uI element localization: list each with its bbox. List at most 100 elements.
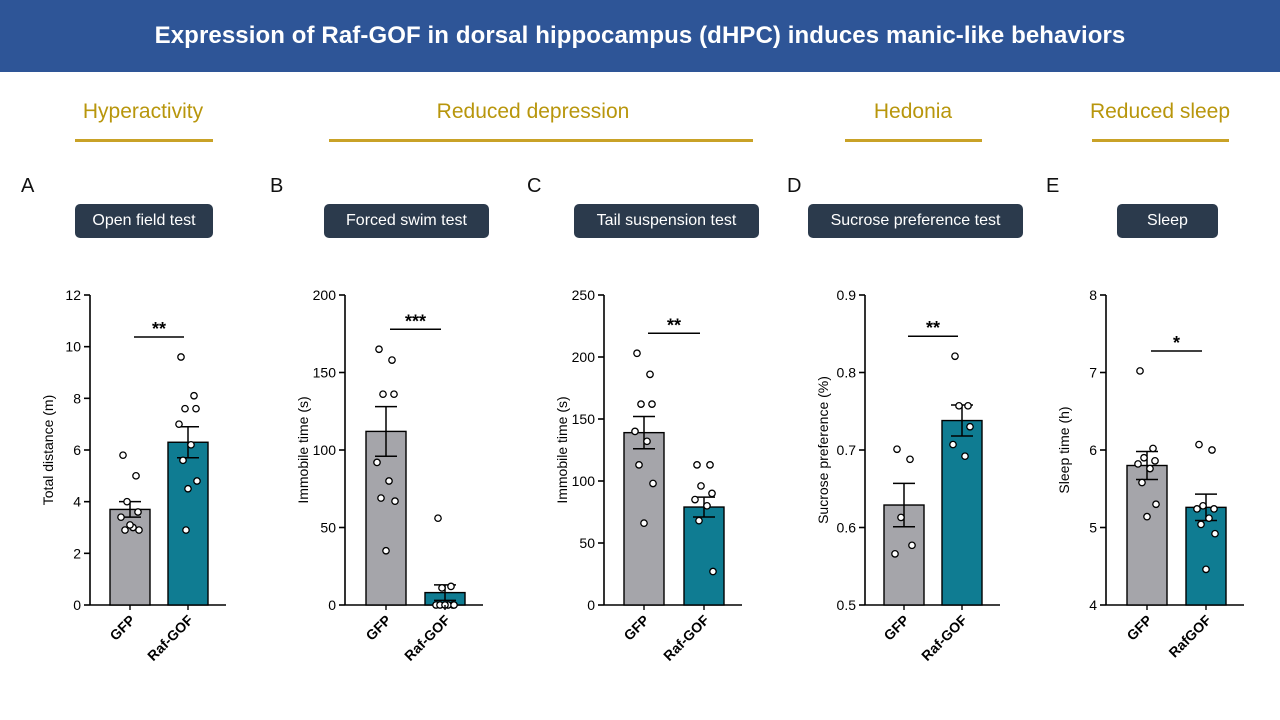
chart1-y-tick-label: 10	[65, 339, 81, 355]
panel-letter-e: E	[1046, 175, 1060, 197]
chart1-y-tick-label: 12	[65, 287, 81, 303]
chart5-y-tick-label: 6	[1089, 442, 1097, 458]
test-badge-open-field: Open field test	[75, 204, 213, 238]
chart1-y-axis-label: Total distance (m)	[40, 395, 56, 505]
chart3-bar-2	[683, 506, 725, 606]
chart4-x-tick-label-2: Raf-GOF	[918, 611, 970, 663]
chart4-y-tick-label: 0.7	[837, 442, 857, 458]
chart2-data-point	[391, 497, 399, 505]
category-hedonia: Hedonia	[873, 100, 953, 123]
chart1-data-point	[187, 440, 195, 449]
chart5-x-tick-label-2: RafGOF	[1165, 611, 1214, 660]
chart5-data-point	[1134, 460, 1142, 468]
chart4-y-tick-label: 0.9	[837, 287, 857, 303]
chart3-x-tick-label-2: Raf-GOF	[660, 611, 712, 663]
chart4-significance-label: **	[926, 318, 940, 338]
chart3-data-point	[633, 349, 641, 358]
chart4-y-tick-label: 0.8	[837, 365, 857, 381]
chart2-data-point	[450, 601, 458, 609]
chart3-data-point	[697, 482, 705, 490]
chart1-data-point	[119, 451, 127, 460]
test-badge-sleep: Sleep	[1117, 204, 1218, 238]
chart5-data-point	[1211, 529, 1219, 538]
chart1-x-tick-label-1: GFP	[106, 612, 138, 644]
chart1-data-point	[135, 526, 143, 534]
chart4-data-point	[891, 549, 899, 558]
chart3-data-point	[640, 519, 648, 528]
chart1-data-point	[117, 513, 125, 522]
panel-letter-b: B	[270, 175, 284, 197]
chart3-significance-label: **	[667, 315, 681, 335]
chart3-y-tick-label: 100	[572, 473, 596, 489]
chart3-data-point	[709, 567, 717, 576]
chart5-x-tick-label-1: GFP	[1123, 612, 1155, 644]
chart3-y-tick-label: 200	[572, 349, 596, 365]
category-hyperactivity: Hyperactivity	[82, 100, 204, 123]
test-badge-forced-swim: Forced swim test	[324, 204, 489, 238]
category-underline-hyperactivity	[75, 139, 213, 142]
chart2-data-point	[385, 477, 393, 485]
chart3-x-tick-label-1: GFP	[620, 612, 652, 644]
chart5-data-point	[1195, 440, 1203, 449]
chart3-data-point	[631, 427, 639, 436]
chart5-data-point	[1138, 478, 1146, 487]
chart3-data-point	[708, 489, 716, 498]
panel-letter-c: C	[527, 175, 542, 197]
chart5-data-point	[1210, 505, 1218, 513]
chart4-data-point	[906, 455, 914, 464]
chart5-data-point	[1205, 514, 1213, 523]
chart5-data-point	[1199, 501, 1207, 510]
chart1-data-point	[121, 526, 129, 534]
chart2-data-point	[379, 390, 387, 399]
chart4-data-point	[897, 513, 905, 522]
category-underline-reduced-sleep	[1092, 139, 1229, 142]
chart2-data-point	[434, 514, 442, 523]
chart5-y-tick-label: 7	[1089, 365, 1097, 381]
chart4-data-point	[951, 352, 959, 361]
chart3-data-point	[691, 495, 699, 504]
chart2-x-tick-label-2: Raf-GOF	[401, 611, 453, 663]
chart5-data-point	[1208, 446, 1216, 454]
chart1-y-tick-label: 6	[73, 442, 81, 458]
chart2-data-point	[438, 584, 446, 592]
chart1-data-point	[181, 404, 189, 413]
chart4-y-axis-label: Sucrose preference (%)	[815, 376, 831, 524]
chart3-bar-1	[623, 431, 665, 606]
chart4-y-tick-label: 0.6	[837, 520, 857, 536]
chart2-x-tick-label-1: GFP	[362, 612, 394, 644]
chart5-data-point	[1136, 367, 1144, 375]
chart5-y-axis-label: Sleep time (h)	[1056, 406, 1072, 493]
chart3-y-tick-label: 50	[579, 535, 595, 551]
chart4-data-point	[961, 452, 969, 461]
chart4-data-point	[908, 541, 916, 550]
chart5-data-point	[1197, 520, 1205, 529]
chart1-data-point	[132, 471, 140, 480]
chart1-y-tick-label: 4	[73, 494, 81, 510]
chart5-bar-2	[1185, 506, 1227, 606]
chart2-y-tick-label: 50	[320, 520, 336, 536]
chart2-data-point	[390, 390, 398, 399]
chart2-data-point	[373, 458, 381, 467]
chart2-y-tick-label: 200	[313, 287, 337, 303]
category-underline-reduced-depression	[329, 139, 753, 142]
chart1-y-tick-label: 8	[73, 390, 81, 406]
chart1-data-point	[190, 391, 198, 400]
chart5-y-tick-label: 8	[1089, 287, 1097, 303]
chart2-significance-label: ***	[405, 311, 426, 331]
chart1-y-tick-label: 0	[73, 597, 81, 613]
chart2-data-point	[447, 582, 455, 591]
chart4-x-tick-label-1: GFP	[880, 612, 912, 644]
chart3-data-point	[635, 461, 643, 469]
chart2-data-point	[382, 546, 390, 555]
chart1-y-tick-label: 2	[73, 545, 81, 561]
chart3-data-point	[646, 370, 654, 379]
chart2-y-tick-label: 0	[328, 597, 336, 613]
chart5-data-point	[1202, 565, 1210, 574]
chart3-y-tick-label: 0	[587, 597, 595, 613]
chart1-data-point	[179, 456, 187, 465]
chart2-data-point	[388, 356, 396, 364]
chart5-significance-label: *	[1173, 333, 1180, 353]
chart5-data-point	[1152, 500, 1160, 509]
chart2-bar-1	[365, 430, 407, 606]
